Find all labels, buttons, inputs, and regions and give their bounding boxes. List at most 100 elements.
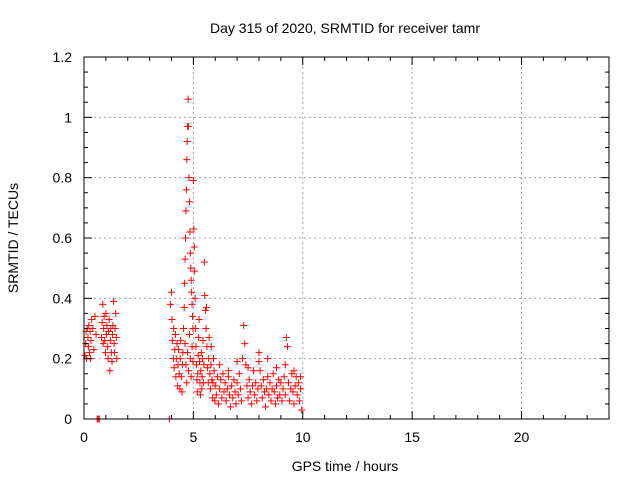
data-point [202,325,210,332]
data-point [181,255,189,263]
data-point [251,391,259,399]
y-tick-label: 0 [64,411,72,427]
data-point [184,349,192,357]
data-point [252,379,260,387]
data-point [195,315,203,323]
data-point [211,397,219,405]
axis-ticks [83,56,610,420]
data-point [220,388,228,396]
data-point [258,394,266,402]
data-point [87,337,95,345]
data-point [206,385,214,393]
data-point [247,400,255,408]
data-point [104,343,112,351]
data-point [186,249,194,257]
data-point [217,376,225,384]
data-point [190,225,198,233]
data-point [189,177,197,185]
data-point [197,349,205,357]
data-point [216,361,224,369]
data-point [85,349,93,357]
data-point [181,340,189,348]
data-point [210,355,217,363]
data-point [195,334,203,342]
data-point [180,303,188,311]
data-point [180,325,188,332]
data-point [168,288,175,296]
data-point [102,309,110,317]
data-point [201,306,209,314]
data-point [201,291,209,299]
data-points [81,95,306,423]
data-point [207,361,215,369]
data-point [187,276,195,284]
data-point [99,340,107,348]
data-point [177,373,185,381]
data-point [205,334,213,342]
data-point [185,331,193,339]
data-point [112,309,120,317]
data-point [244,394,252,402]
data-point [111,349,119,357]
data-point [182,207,190,215]
data-point [212,391,220,399]
data-point [197,367,205,375]
data-point [90,346,98,354]
data-point [183,137,191,145]
data-point [99,300,107,308]
data-point [273,382,280,390]
data-point [239,355,247,363]
data-point [169,337,177,345]
data-point [262,403,270,411]
data-point [281,391,289,399]
data-point [166,300,174,308]
data-point [244,364,252,372]
x-tick-label: 10 [295,429,311,445]
data-point [279,385,287,393]
data-point [191,294,199,302]
data-point [186,228,194,236]
data-point [188,288,196,296]
data-point [231,388,239,396]
x-tick-labels: 0 5 10 15 20 [80,429,529,445]
data-point [233,358,241,366]
data-point [290,367,298,375]
data-point [194,370,202,378]
data-point [188,300,196,308]
y-tick-label: 0.6 [53,230,73,246]
data-point [191,267,199,275]
data-point [225,391,233,399]
data-point [184,95,192,103]
data-point [228,382,236,390]
x-tick-label: 20 [514,429,530,445]
data-point [250,367,258,375]
x-axis-label: GPS time / hours [292,458,399,474]
data-point [112,334,120,342]
data-point [104,355,112,363]
data-point [196,358,203,366]
data-point [185,174,193,182]
data-point [98,334,105,342]
data-point [113,355,121,363]
data-point [266,379,274,387]
data-point [187,264,195,272]
data-point [193,388,201,396]
data-point [183,379,191,387]
data-point [168,315,176,323]
data-point [192,361,200,369]
data-point [181,279,189,287]
data-point [216,385,224,393]
data-point [176,355,184,363]
data-point [182,361,190,369]
y-tick-labels: 0 0.2 0.4 0.6 0.8 1 1.2 [53,49,73,427]
data-point [199,337,207,345]
data-point [106,367,114,375]
y-axis-label: SRMTID / TECUs [5,183,21,293]
data-point [170,325,178,332]
data-point [218,394,226,402]
data-point [175,346,182,354]
data-point [297,385,305,393]
x-tick-label: 5 [189,429,197,445]
data-point [246,388,254,396]
data-point [198,373,206,381]
